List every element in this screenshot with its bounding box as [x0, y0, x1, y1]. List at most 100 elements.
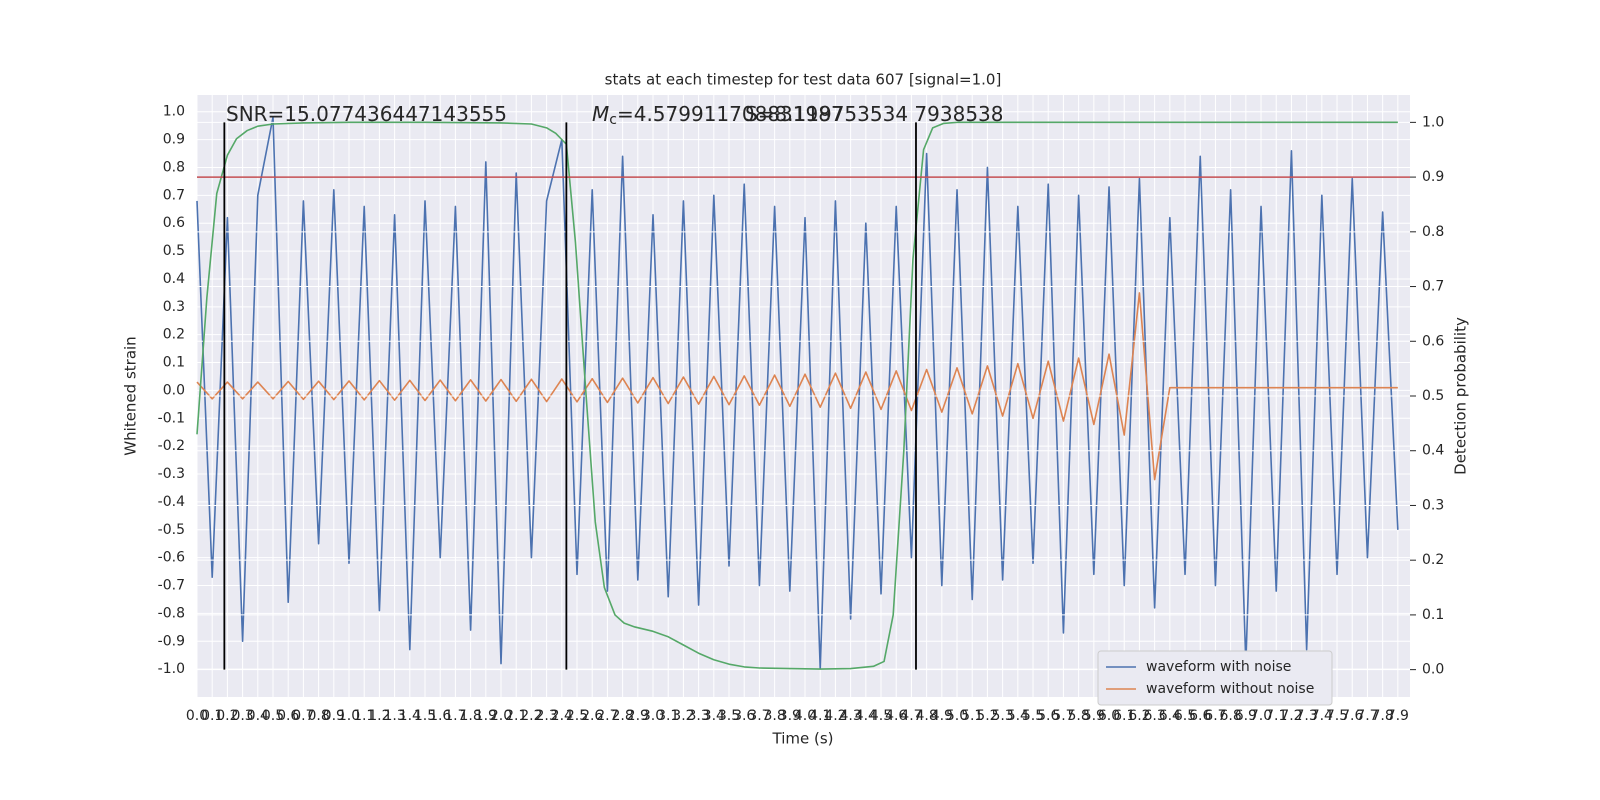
x-tick-label: 6.1 — [1113, 708, 1135, 724]
x-tick-label: 4.9 — [931, 708, 953, 724]
x-tick-label: 6.3 — [1143, 708, 1165, 724]
y-tick-label: 1.0 — [163, 104, 185, 120]
y-tick-label: 0.7 — [163, 187, 185, 203]
x-tick-label: 5.1 — [961, 708, 983, 724]
x-tick-label: 7.7 — [1356, 708, 1378, 724]
x-tick-label: 0.3 — [231, 708, 253, 724]
x-tick-label: 2.8 — [611, 708, 633, 724]
x-tick-label: 2.2 — [520, 708, 542, 724]
x-tick-label: 7.4 — [1311, 708, 1333, 724]
x-tick-label: 3.5 — [718, 708, 740, 724]
y-tick-label: 0.0 — [163, 382, 185, 398]
x-tick-label: 1.3 — [383, 708, 405, 724]
x-tick-label: 5.6 — [1037, 708, 1059, 724]
x-tick-label: 5.2 — [976, 708, 998, 724]
x-tick-label: 0.9 — [323, 708, 345, 724]
x-tick-label: 1.2 — [368, 708, 390, 724]
y-tick-label: -0.2 — [158, 438, 185, 454]
x-tick-label: 2.6 — [581, 708, 603, 724]
y2-tick-label: 0.7 — [1422, 279, 1444, 295]
x-tick-label: 0.7 — [292, 708, 314, 724]
x-tick-label: 1.9 — [475, 708, 497, 724]
x-tick-label: 1.0 — [338, 708, 360, 724]
x-tick-label: 4.5 — [870, 708, 892, 724]
x-tick-label: 4.2 — [824, 708, 846, 724]
x-tick-label: 7.2 — [1280, 708, 1302, 724]
y-tick-label: -0.5 — [158, 522, 185, 538]
x-tick-label: 3.4 — [703, 708, 725, 724]
x-tick-label: 0.4 — [247, 708, 269, 724]
y-tick-label: 0.5 — [163, 243, 185, 259]
annotation: SNR=15.077436447143555 — [226, 102, 507, 126]
x-tick-label: 3.6 — [733, 708, 755, 724]
x-tick-label: 0.6 — [277, 708, 299, 724]
x-tick-label: 6.8 — [1220, 708, 1242, 724]
x-tick-label: 5.8 — [1067, 708, 1089, 724]
legend-box — [1097, 650, 1333, 706]
x-tick-label: 5.7 — [1052, 708, 1074, 724]
x-tick-label: 2.1 — [505, 708, 527, 724]
chart-title: stats at each timestep for test data 607… — [605, 71, 1002, 89]
y2-tick-label: 0.3 — [1422, 497, 1444, 513]
y-tick-label: 0.2 — [163, 327, 185, 343]
y-tick-label: -0.1 — [158, 410, 185, 426]
y2-tick-label: 0.0 — [1422, 662, 1444, 678]
annotation-text: S=8.119753534 7938538 — [745, 102, 1004, 126]
annotation-symbol: M — [592, 102, 609, 126]
x-tick-label: 7.3 — [1296, 708, 1318, 724]
y2-axis-label: Detection probability — [1452, 317, 1470, 475]
y2-tick-label: 0.1 — [1422, 607, 1444, 623]
y-tick-label: 0.1 — [163, 355, 185, 371]
x-tick-label: 3.0 — [642, 708, 664, 724]
y2-tick-label: 1.0 — [1422, 114, 1444, 130]
y-tick-label: -0.9 — [158, 633, 185, 649]
y-tick-label: 0.8 — [163, 159, 185, 175]
x-tick-label: 6.7 — [1204, 708, 1226, 724]
series-line — [196, 121, 1398, 670]
x-tick-label: 1.5 — [414, 708, 436, 724]
x-tick-label: 5.9 — [1083, 708, 1105, 724]
x-tick-label: 2.7 — [596, 708, 618, 724]
y2-tick-label: 0.5 — [1422, 388, 1444, 404]
x-tick-label: 4.0 — [794, 708, 816, 724]
y2-tick-label: 0.9 — [1422, 169, 1444, 185]
x-tick-label: 0.2 — [216, 708, 238, 724]
x-tick-label: 0.1 — [201, 708, 223, 724]
x-tick-label: 6.4 — [1159, 708, 1181, 724]
x-tick-label: 2.5 — [566, 708, 588, 724]
y-tick-label: -0.7 — [158, 578, 185, 594]
x-tick-label: 0.8 — [307, 708, 329, 724]
x-tick-label: 3.1 — [657, 708, 679, 724]
x-tick-label: 1.4 — [399, 708, 421, 724]
x-tick-label: 5.4 — [1007, 708, 1029, 724]
y2-tick-label: 0.6 — [1422, 333, 1444, 349]
x-tick-label: 2.9 — [627, 708, 649, 724]
annotation: S=8.119753534 7938538 — [745, 102, 1004, 126]
y-tick-label: -0.6 — [158, 550, 185, 566]
series-line — [196, 116, 1399, 670]
x-tick-label: 4.8 — [915, 708, 937, 724]
annotation-subscript: c — [609, 112, 617, 128]
y-tick-label: -1.0 — [158, 661, 185, 677]
x-tick-label: 4.4 — [855, 708, 877, 724]
x-tick-label: 3.9 — [779, 708, 801, 724]
x-tick-label: 2.3 — [535, 708, 557, 724]
y-tick-label: 0.9 — [163, 132, 185, 148]
y2-tick-label: 0.2 — [1422, 552, 1444, 568]
x-tick-label: 7.5 — [1326, 708, 1348, 724]
y-tick-label: 0.3 — [163, 299, 185, 315]
x-tick-label: 1.1 — [353, 708, 375, 724]
x-tick-label: 4.6 — [885, 708, 907, 724]
annotation-text: =4.579911708831987 — [617, 102, 844, 126]
x-tick-label: 3.8 — [763, 708, 785, 724]
x-tick-label: 1.8 — [459, 708, 481, 724]
x-tick-label: 6.6 — [1189, 708, 1211, 724]
x-tick-label: 3.3 — [687, 708, 709, 724]
x-tick-label: 7.8 — [1372, 708, 1394, 724]
y-tick-label: 0.6 — [163, 215, 185, 231]
x-tick-label: 3.2 — [672, 708, 694, 724]
x-tick-label: 2.0 — [490, 708, 512, 724]
x-tick-label: 6.9 — [1235, 708, 1257, 724]
x-tick-label: 6.0 — [1098, 708, 1120, 724]
